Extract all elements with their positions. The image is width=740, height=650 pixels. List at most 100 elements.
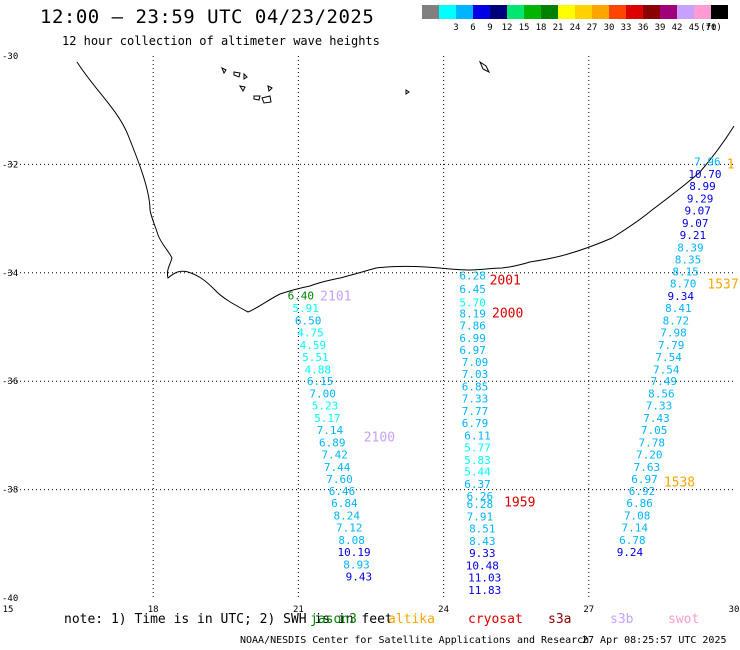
wave-height-value: 6.92 xyxy=(629,485,656,498)
wave-height-value: 7.33 xyxy=(462,393,489,406)
wave-height-value: 7.54 xyxy=(653,363,680,376)
scale-tick-label: 12 xyxy=(502,23,513,33)
lat-tick-label: -40 xyxy=(2,594,18,604)
wave-height-value: 4.75 xyxy=(297,326,324,339)
scale-tick-label: 24 xyxy=(570,23,581,33)
scale-swatch xyxy=(558,5,575,19)
pass-time-label: 2100 xyxy=(364,430,395,445)
lon-tick-label: 30 xyxy=(729,605,740,615)
scale-tick-label: 15 xyxy=(519,23,530,33)
island xyxy=(233,71,241,78)
scale-swatch xyxy=(677,5,694,19)
wave-height-value: 8.70 xyxy=(670,278,697,291)
wave-height-value: 10.19 xyxy=(337,546,370,559)
wave-height-value: 4.88 xyxy=(305,363,332,376)
wave-height-value: 6.28 xyxy=(459,270,486,283)
scale-swatch xyxy=(507,5,524,19)
wave-height-value: 8.56 xyxy=(648,388,675,401)
wave-height-value: 8.51 xyxy=(469,523,496,536)
wave-height-value: 8.15 xyxy=(672,266,699,279)
wave-height-value: 7.91 xyxy=(467,511,494,524)
pass-time-label: 1959 xyxy=(504,496,535,511)
satellite-legend-swot: swot xyxy=(668,612,700,627)
lat-tick-label: -38 xyxy=(2,486,18,496)
scale-unit: (ft) xyxy=(700,23,722,33)
wave-height-value: 7.05 xyxy=(641,424,668,437)
lat-lon-grid: 15 18 21 24 27 30 -30 -32 -34 -36 -38 -40 xyxy=(2,52,739,615)
wave-height-value: 7.08 xyxy=(624,510,651,523)
wave-height-value: 8.41 xyxy=(665,302,692,315)
wave-height-value: 7.42 xyxy=(321,448,348,461)
wave-height-value: 8.35 xyxy=(675,253,702,266)
wave-height-value: 7.09 xyxy=(462,356,489,369)
units-note: note: 1) Time is in UTC; 2) SWH is in fe… xyxy=(64,612,393,627)
scale-tick-label: 33 xyxy=(621,23,632,33)
wave-height-value: 9.07 xyxy=(684,204,711,217)
page-subtitle: 12 hour collection of altimeter wave hei… xyxy=(62,34,380,48)
wave-height-value: 9.33 xyxy=(469,547,496,560)
scale-swatch xyxy=(473,5,490,19)
altimeter-tracks: 6.405.916.504.754.595.514.886.157.005.23… xyxy=(288,156,739,597)
scale-swatch xyxy=(711,5,728,19)
coastline-path xyxy=(76,61,735,313)
island xyxy=(261,95,272,104)
wave-height-value: 9.24 xyxy=(617,546,644,559)
lon-tick-label: 21 xyxy=(293,605,304,615)
pass-time-label: 1538 xyxy=(664,475,695,490)
wave-height-value: 6.84 xyxy=(331,497,358,510)
coastline xyxy=(76,60,735,313)
wave-height-value: 7.98 xyxy=(660,326,687,339)
wave-height-value: 6.28 xyxy=(467,498,494,511)
wave-height-value: 7.79 xyxy=(658,339,685,352)
scale-tick-label: 70 xyxy=(706,23,717,33)
scale-swatch xyxy=(694,5,711,19)
island xyxy=(405,89,410,95)
wave-height-value: 8.19 xyxy=(459,307,486,320)
wave-height-value: 9.07 xyxy=(682,217,709,230)
wave-height-value: 7.49 xyxy=(651,375,678,388)
scale-tick-label: 27 xyxy=(587,23,598,33)
scale-swatch xyxy=(575,5,592,19)
scale-swatch xyxy=(626,5,643,19)
wave-height-value: 8.93 xyxy=(343,558,370,571)
wave-height-value: 8.08 xyxy=(338,534,365,547)
pass-time-label: 2101 xyxy=(320,290,351,305)
wave-height-value: 7.20 xyxy=(636,448,663,461)
wave-height-value: 7.44 xyxy=(324,461,351,474)
wave-height-value: 5.17 xyxy=(314,412,341,425)
track-track-c: 7.9610.708.999.299.079.079.218.398.358.1… xyxy=(617,156,722,559)
wave-height-value: 5.77 xyxy=(464,441,491,454)
scale-tick-label: 30 xyxy=(604,23,615,33)
lat-tick-label: -32 xyxy=(2,160,18,170)
wave-height-value: 5.70 xyxy=(459,297,486,310)
wave-height-value: 5.44 xyxy=(464,466,491,479)
island xyxy=(221,66,227,75)
satellite-legend-altika: altika xyxy=(388,612,435,627)
island xyxy=(478,60,491,74)
footer-date: 27 Apr 08:25:57 UTC 2025 xyxy=(582,635,727,646)
wave-height-value: 7.14 xyxy=(622,522,649,535)
wave-height-value: 9.43 xyxy=(346,570,373,583)
wave-height-value: 7.86 xyxy=(459,319,486,332)
wave-height-value: 5.83 xyxy=(464,454,491,467)
lon-tick-label: 18 xyxy=(148,605,159,615)
satellite-legend-jason3: jason3 xyxy=(310,612,357,627)
wave-height-value: 7.77 xyxy=(462,405,489,418)
pass-time-label: 1 xyxy=(727,157,735,172)
wave-height-value: 6.26 xyxy=(467,490,494,503)
wave-height-value: 7.60 xyxy=(326,473,353,486)
pass-time-label: 2001 xyxy=(490,273,521,288)
wave-height-value: 11.83 xyxy=(468,584,501,597)
wave-height-value: 7.43 xyxy=(643,412,670,425)
scale-swatch xyxy=(609,5,626,19)
lat-tick-label: -36 xyxy=(2,377,18,387)
lat-tick-label: -34 xyxy=(2,269,18,279)
wave-height-value: 4.59 xyxy=(300,339,327,352)
wave-height-value: 6.45 xyxy=(459,283,486,296)
scale-swatch xyxy=(490,5,507,19)
island xyxy=(243,72,248,80)
page-title: 12:00 – 23:59 UTC 04/23/2025 xyxy=(40,6,375,28)
wave-height-value: 6.97 xyxy=(459,344,486,357)
